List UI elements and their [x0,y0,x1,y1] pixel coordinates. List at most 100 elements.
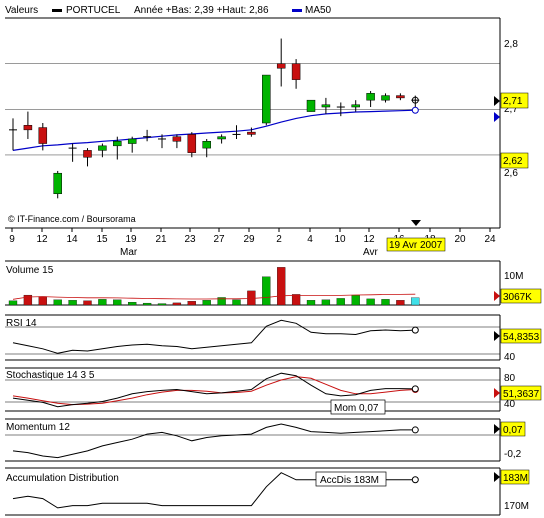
rsi-marker-icon [494,331,500,341]
volume-bar [277,267,286,306]
candle-body [276,63,286,69]
momentum-value-badge [500,421,526,437]
candle-body [366,93,375,101]
cursor-date-badge [386,237,446,252]
price-tick-2-6: 2,6 [504,168,518,179]
rsi-value-badge [500,328,542,344]
x-tick-label: 12 [36,234,48,245]
ma-value: 2,62 [503,156,523,167]
candle-body [98,145,107,151]
volume-bar [381,299,390,306]
x-tick-label: 21 [155,234,167,245]
x-tick-label: 15 [96,234,108,245]
ma-legend-label: MA50 [305,5,332,16]
volume-value-badge [500,288,542,304]
candle-body [306,99,316,112]
volume-bar [202,300,211,306]
momentum-tooltip: Mom 0,07 [334,403,379,414]
candle-body [321,104,331,108]
x-tick-label: 27 [213,234,225,245]
volume-bars [8,267,420,306]
ma50-line [12,109,416,151]
stoch-k-line-end-point [411,385,419,393]
momentum-tick: -0,2 [504,449,522,460]
last-price-badge [500,92,529,109]
x-tick-label: 20 [454,234,466,245]
volume-average-line [12,293,416,300]
stoch-value-badge [500,385,542,401]
volume-bar [351,294,360,306]
date-cursor-marker-icon [411,220,421,226]
x-tick-label: 23 [184,234,196,245]
x-tick-label: 14 [66,234,78,245]
stoch-title: Stochastique 14 3 5 [6,370,95,381]
volume-bar [321,299,331,306]
candle-body [53,172,62,195]
ticker-legend-swatch [52,9,62,12]
stoch-tick-80: 80 [504,373,516,384]
candle-body [217,136,226,140]
volume-marker-icon [494,291,500,301]
volume-panel: Volume 15 10M 3067K [5,260,542,306]
candle-body [202,141,211,149]
accdist-tooltip: AccDis 183M [320,475,379,486]
range-text: Année +Bas: 2,39 +Haut: 2,86 [134,5,269,16]
momentum-value: 0,07 [503,425,523,436]
candle-body [262,74,271,124]
ticker-name: PORTUCEL [66,5,121,16]
chart-header: Valeurs PORTUCEL Année +Bas: 2,39 +Haut:… [5,5,332,16]
month-label-avr: Avr [363,247,378,258]
rsi-line [12,319,416,354]
stoch-marker-icon [494,388,500,398]
volume-bar [217,297,226,306]
mom-line-end-point [411,426,419,434]
stoch-tick-40: 40 [504,399,516,410]
volume-bar [291,294,301,306]
candle-body [113,141,122,147]
volume-bar [8,300,18,306]
rsi-line-end-point [411,326,419,334]
valeurs-label: Valeurs [5,5,38,16]
volume-bar [38,296,47,306]
rsi-tick-40: 40 [504,352,516,363]
rsi-value: 54,8353 [503,332,540,343]
volume-bar [68,300,77,306]
price-gridlines [5,63,500,156]
volume-title: Volume 15 [6,265,54,276]
candle-body [247,131,256,135]
accdist-marker-icon [494,472,500,482]
volume-bar [53,299,62,306]
volume-bar [396,300,405,306]
candle-body [187,134,197,153]
volume-bar [83,300,92,306]
cursor-date: 19 Avr 2007 [389,240,443,251]
x-tick-label: 10 [334,234,346,245]
candle-body [291,63,301,80]
volume-bar [306,300,316,306]
candle-body [83,150,92,158]
volume-tick-10m: 10M [504,271,523,282]
volume-bar [187,301,196,306]
x-tick-label: 4 [307,234,313,245]
rsi-title: RSI 14 [6,318,37,329]
accdist-title: Accumulation Distribution [6,473,119,484]
momentum-panel: Momentum 12 -0,2 Mom 0,07 0,07 [5,399,526,462]
accdist-panel: Accumulation Distribution 170M AccDis 18… [5,467,530,516]
accdist-value: 183M [503,473,528,484]
price-tick-2-8: 2,8 [504,39,518,50]
x-tick-label: 9 [9,234,15,245]
volume-bar [128,302,137,306]
candle-body [172,136,182,142]
momentum-marker-icon [494,424,500,434]
x-tick-label: 12 [363,234,375,245]
last-price-marker-icon [494,96,500,106]
accdist-tick: 170M [504,501,529,512]
x-tick-label: 19 [125,234,137,245]
volume-bar [23,294,33,306]
volume-bar [336,298,345,306]
candle-body [38,127,48,144]
candle-body [351,104,360,108]
volume-bar [366,298,375,306]
month-label-mar: Mar [120,247,138,258]
price-plot [9,38,420,199]
